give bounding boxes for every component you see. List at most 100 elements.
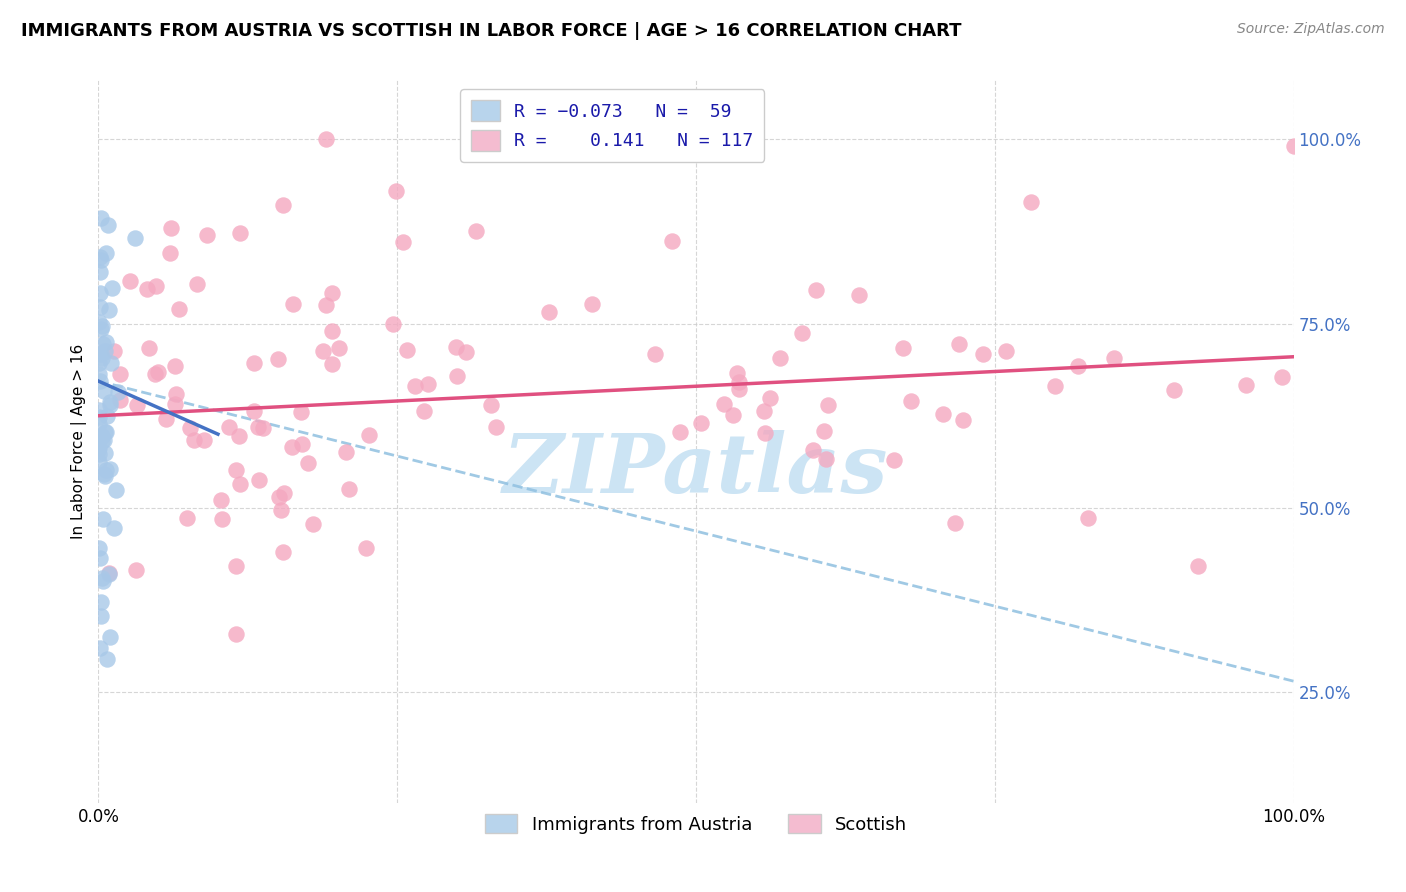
Point [87,315,110,329]
Point [661,234,683,248]
Point [87,403,110,417]
Point [668,425,690,440]
Point [94,446,117,460]
Point [125,398,148,412]
Point [644,347,666,361]
Point [94,334,117,349]
Point [1104,351,1126,365]
Point [125,563,148,577]
Point [97,218,120,232]
Point [91,319,114,334]
Point [89,286,111,301]
Point [1163,383,1185,397]
Point [1077,511,1099,525]
Point [404,379,426,393]
Point [97,566,120,581]
Point [290,405,312,419]
Point [89,455,111,469]
Point [89,265,111,279]
Point [98,395,121,409]
Point [89,641,111,656]
Point [87,541,110,556]
Point [96,652,118,666]
Text: IMMIGRANTS FROM AUSTRIA VS SCOTTISH IN LABOR FORCE | AGE > 16 CORRELATION CHART: IMMIGRANTS FROM AUSTRIA VS SCOTTISH IN L… [21,22,962,40]
Point [90,434,112,449]
Point [87,442,110,457]
Point [89,250,111,264]
Point [893,342,915,356]
Point [118,274,141,288]
Point [945,516,967,530]
Point [321,324,343,338]
Point [195,228,218,243]
Point [94,343,117,358]
Point [392,235,415,249]
Point [101,281,124,295]
Point [1043,379,1066,393]
Point [537,305,560,319]
Point [728,383,751,397]
Point [94,469,117,483]
Point [91,512,114,526]
Point [90,211,112,225]
Point [413,403,436,417]
Point [94,425,117,439]
Point [381,317,404,331]
Point [97,302,120,317]
Point [243,404,266,418]
Point [183,433,205,447]
Point [165,359,187,373]
Point [243,355,266,369]
Point [89,300,111,314]
Point [247,419,270,434]
Point [485,420,508,434]
Point [228,429,250,443]
Point [713,396,735,410]
Point [315,298,337,312]
Point [464,224,486,238]
Point [225,462,247,476]
Point [209,492,232,507]
Point [193,434,215,448]
Point [281,297,304,311]
Point [418,376,440,391]
Point [98,398,121,412]
Point [89,550,111,565]
Point [124,231,146,245]
Point [103,343,125,358]
Point [883,453,905,467]
Point [211,512,233,526]
Point [225,558,247,573]
Point [96,245,118,260]
Point [297,456,319,470]
Point [89,375,111,389]
Point [89,431,111,445]
Point [690,416,713,430]
Point [104,483,127,498]
Point [165,386,187,401]
Point [269,490,291,504]
Point [456,345,478,359]
Point [103,521,125,535]
Point [100,356,122,370]
Point [721,409,744,423]
Text: Source: ZipAtlas.com: Source: ZipAtlas.com [1237,22,1385,37]
Point [107,385,129,400]
Point [219,806,242,821]
Point [87,367,110,381]
Point [247,473,270,487]
Point [479,398,502,412]
Text: ZIPatlas: ZIPatlas [503,431,889,510]
Point [90,594,112,608]
Point [385,184,408,198]
Point [91,336,114,351]
Point [90,429,112,443]
Point [229,477,252,491]
Point [354,541,377,555]
Point [321,286,343,301]
Y-axis label: In Labor Force | Age > 16: In Labor Force | Age > 16 [72,344,87,539]
Point [1234,378,1257,392]
Point [302,517,325,532]
Point [1019,194,1042,209]
Point [87,447,110,461]
